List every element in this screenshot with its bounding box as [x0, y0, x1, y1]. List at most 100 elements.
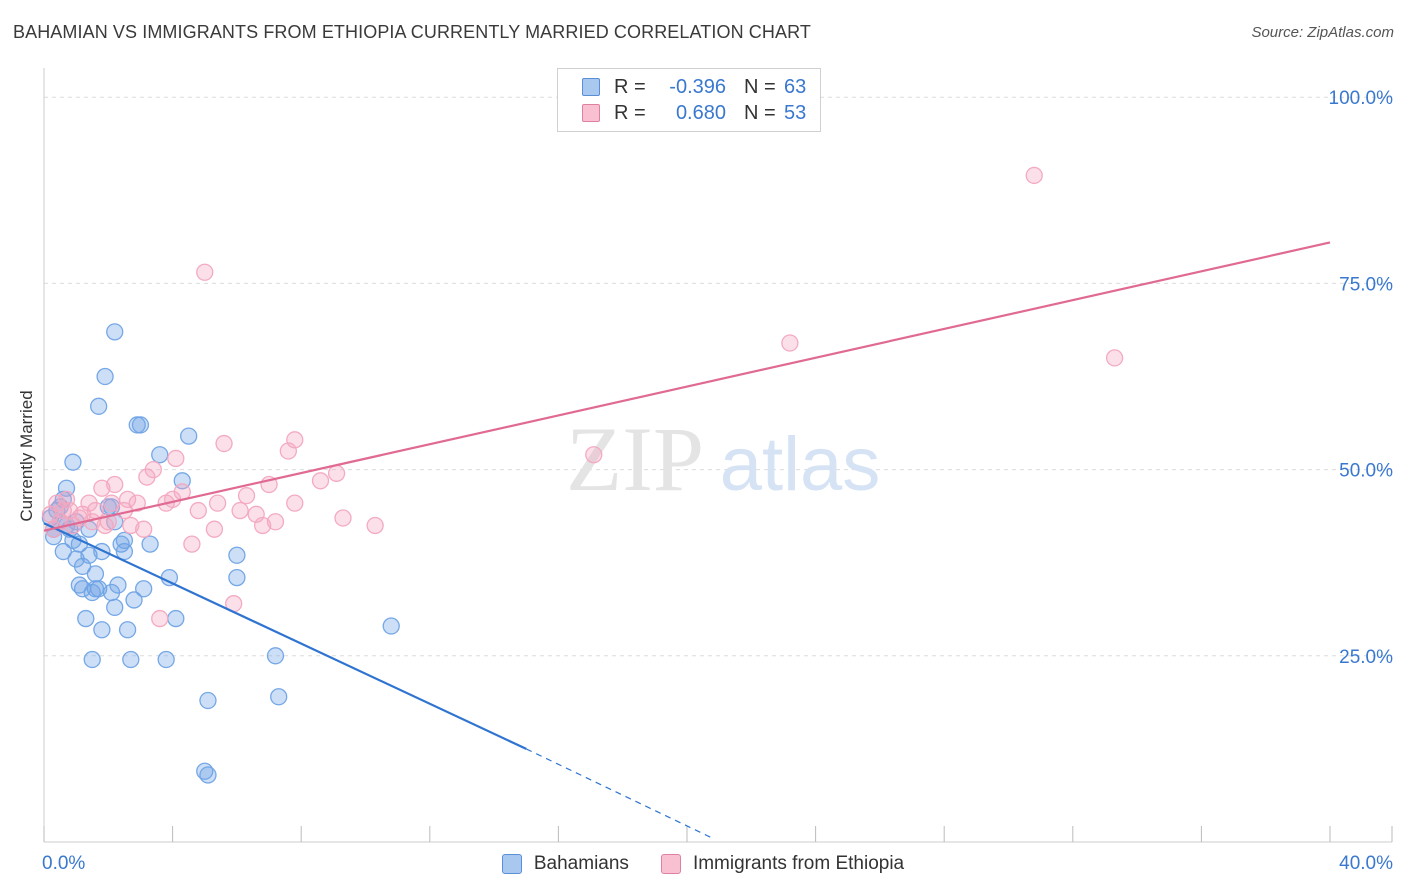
data-point — [106, 323, 124, 341]
data-point — [151, 609, 169, 628]
trend-line-1 — [43, 241, 1331, 532]
data-point — [106, 475, 124, 494]
data-point — [189, 501, 207, 520]
data-point — [144, 460, 162, 479]
data-point — [237, 487, 256, 505]
data-point — [77, 609, 95, 628]
legend-label-ethiopia: Immigrants from Ethiopia — [692, 853, 905, 874]
data-point — [83, 650, 101, 669]
data-point — [228, 546, 246, 564]
x-tick-label: 40.0% — [1339, 853, 1393, 874]
data-point — [334, 509, 352, 527]
trend-line-0 — [43, 522, 527, 750]
data-point — [93, 542, 111, 561]
data-point — [228, 568, 246, 587]
data-point — [93, 621, 111, 639]
n-label: N = — [744, 75, 776, 98]
series-ethiopia-points — [41, 166, 1124, 628]
data-point — [86, 565, 105, 583]
series-bahamians-points — [41, 323, 400, 784]
data-point — [180, 427, 198, 445]
trend-lines — [43, 241, 1331, 839]
watermark: ZIP atlas — [566, 408, 880, 510]
data-point — [93, 479, 111, 497]
data-point — [199, 691, 217, 710]
legend-item-ethiopia[interactable]: Immigrants from Ethiopia — [660, 853, 905, 875]
data-point — [54, 542, 72, 561]
legend-swatch-ethiopia — [660, 854, 681, 874]
legend-row-ethiopia: R = 0.680 N = 53 — [582, 100, 806, 126]
data-point — [96, 367, 114, 386]
legend-label-bahamians: Bahamians — [533, 853, 629, 874]
x-tick-label: 0.0% — [42, 853, 85, 874]
n-value-bahamians: 63 — [784, 75, 807, 98]
data-point — [382, 617, 400, 635]
data-point — [54, 501, 72, 520]
legend-item-bahamians[interactable]: Bahamians — [501, 853, 629, 875]
data-point — [286, 431, 304, 449]
data-point — [125, 591, 143, 609]
y-tick-labels: 25.0% 50.0% 75.0% 100.0% — [1329, 88, 1394, 668]
legend-swatch-ethiopia — [582, 104, 600, 122]
data-point — [208, 494, 227, 512]
n-value-ethiopia: 53 — [784, 101, 807, 124]
watermark-zip: ZIP — [566, 408, 704, 510]
y-tick-label: 100.0% — [1329, 88, 1394, 109]
data-point — [231, 501, 249, 520]
data-point — [270, 688, 288, 706]
data-point — [167, 449, 185, 468]
data-point — [106, 598, 124, 617]
data-point — [122, 516, 140, 535]
data-point — [90, 397, 108, 415]
data-point — [80, 546, 98, 564]
legend-swatch-bahamians — [582, 78, 600, 96]
data-point — [135, 580, 153, 598]
data-point — [781, 334, 799, 352]
data-point — [118, 621, 137, 639]
data-point — [131, 416, 150, 434]
data-point — [167, 609, 185, 628]
data-point — [266, 647, 285, 665]
r-label: R = — [614, 75, 646, 98]
source-label: Source: ZipAtlas.com — [1251, 24, 1394, 41]
legend-row-bahamians: R = -0.396 N = 63 — [582, 74, 806, 100]
data-point — [128, 494, 146, 512]
data-point — [196, 263, 214, 281]
y-tick-label: 50.0% — [1339, 461, 1393, 482]
n-label: N = — [744, 101, 776, 124]
data-point — [215, 434, 233, 453]
data-point — [286, 494, 304, 512]
data-point — [115, 542, 134, 561]
data-point — [86, 501, 105, 520]
data-point — [57, 490, 76, 509]
data-point — [266, 513, 285, 531]
data-point — [205, 520, 224, 538]
correlation-legend: R = -0.396 N = 63 R = 0.680 N = 53 — [557, 68, 821, 132]
data-point — [253, 516, 272, 535]
data-point — [585, 446, 603, 464]
grid-lines — [44, 96, 1392, 657]
r-value-bahamians: -0.396 — [669, 75, 726, 98]
axes — [43, 68, 1393, 843]
y-tick-label: 25.0% — [1339, 647, 1393, 668]
data-point — [135, 520, 153, 538]
y-tick-label: 75.0% — [1339, 274, 1393, 295]
trend-line-extension-0 — [525, 748, 713, 839]
data-point — [366, 516, 384, 535]
data-point — [64, 453, 82, 471]
legend-swatch-bahamians — [501, 854, 522, 874]
data-point — [183, 535, 201, 553]
data-point — [122, 650, 140, 669]
r-label: R = — [614, 101, 646, 124]
data-point — [199, 766, 217, 784]
data-point — [141, 535, 159, 553]
watermark-atlas: atlas — [720, 422, 881, 507]
data-point — [90, 580, 108, 598]
data-point — [109, 576, 127, 594]
data-point — [1105, 349, 1124, 367]
y-axis-title: Currently Married — [17, 390, 36, 522]
series-legend: Bahamians Immigrants from Ethiopia — [0, 851, 1406, 877]
chart-title: BAHAMIAN VS IMMIGRANTS FROM ETHIOPIA CUR… — [13, 22, 811, 42]
data-point — [157, 650, 175, 669]
